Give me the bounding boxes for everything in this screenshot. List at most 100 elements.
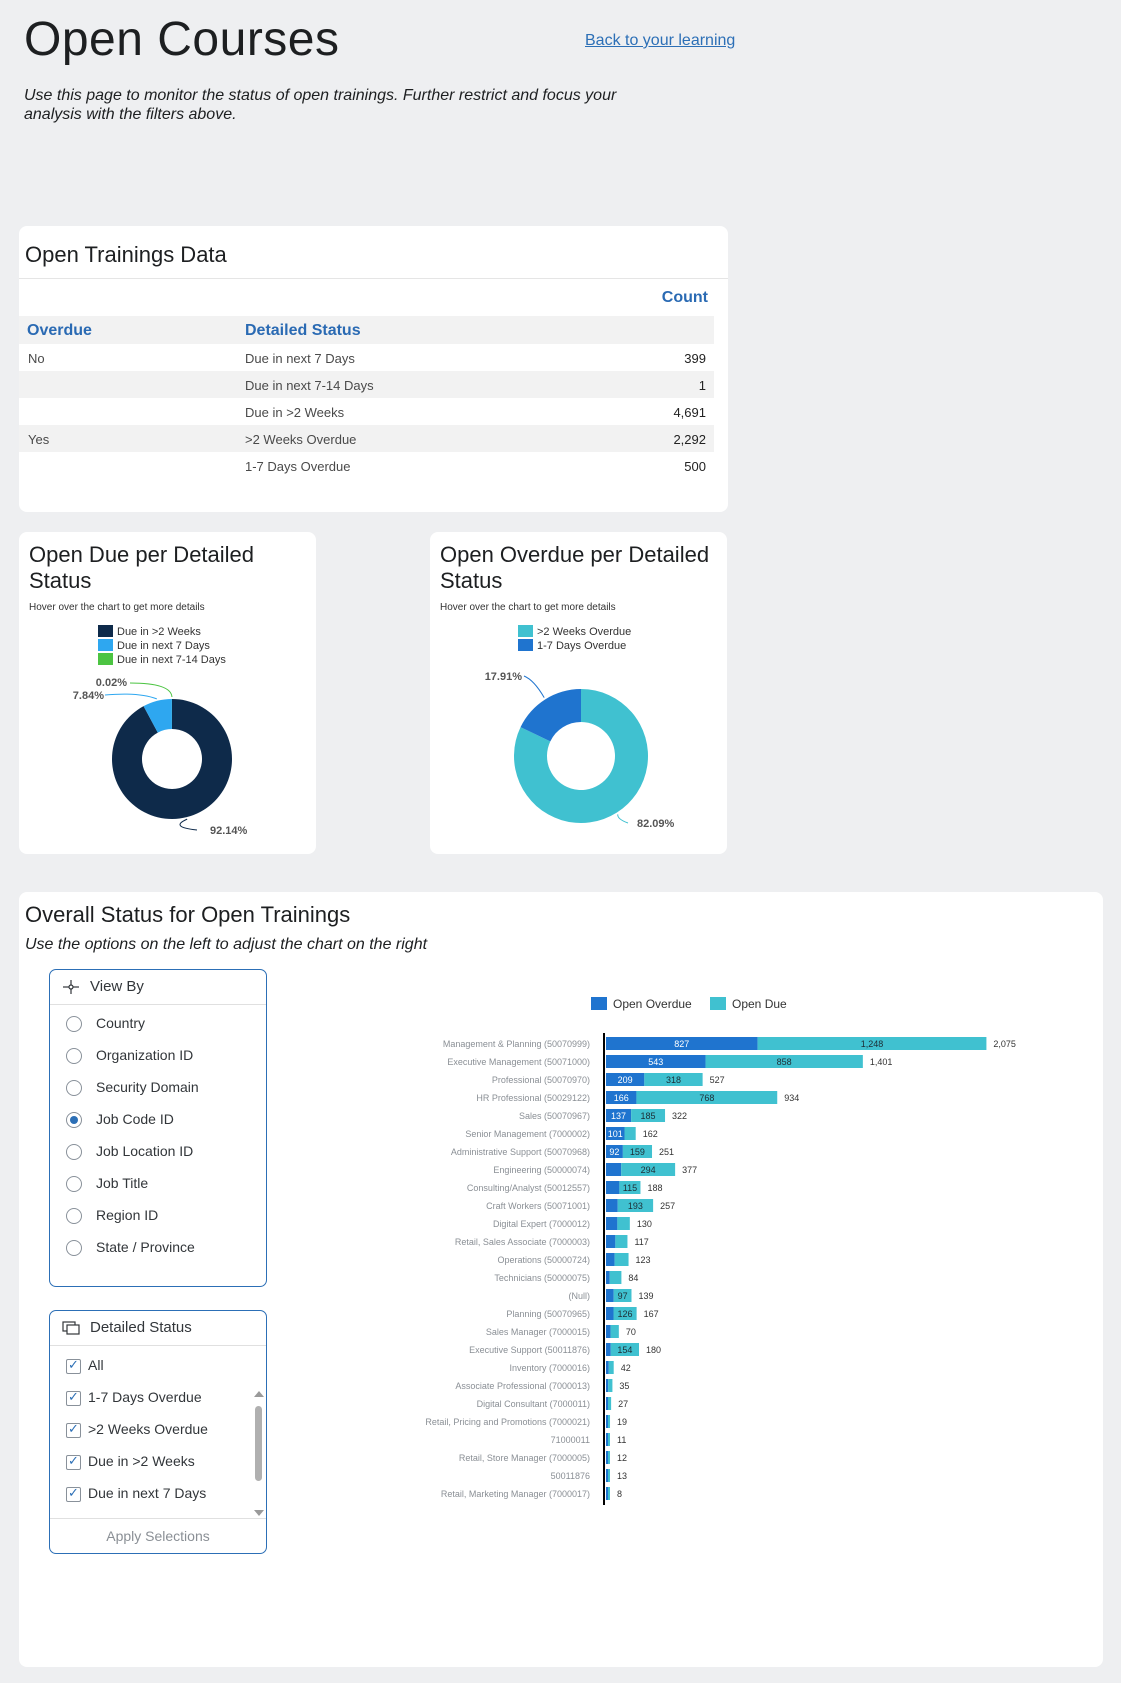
bar-total-label: 257 <box>660 1201 675 1211</box>
legend-item[interactable]: Due in next 7-14 Days <box>98 653 226 666</box>
due-bar[interactable] <box>608 1451 610 1464</box>
bar-total-label: 11 <box>617 1435 626 1445</box>
back-to-learning-link[interactable]: Back to your learning <box>585 32 736 49</box>
overdue-bar[interactable] <box>606 1289 614 1302</box>
overdue-bar[interactable] <box>606 1451 608 1464</box>
due-bar[interactable] <box>608 1433 610 1446</box>
due-bar[interactable] <box>705 1055 863 1068</box>
due-bar[interactable] <box>608 1397 612 1410</box>
legend-item[interactable]: >2 Weeks Overdue <box>518 625 631 638</box>
donut-slice[interactable] <box>514 689 648 823</box>
overdue-bar[interactable] <box>606 1127 625 1140</box>
legend-swatch <box>710 997 726 1010</box>
due-bar[interactable] <box>608 1361 614 1374</box>
overdue-bar[interactable] <box>606 1397 608 1410</box>
donut-slice[interactable] <box>112 699 233 819</box>
checkbox-checked[interactable] <box>66 1389 81 1406</box>
table-row[interactable]: Yes >2 Weeks Overdue 2,292 <box>19 425 714 452</box>
overdue-bar[interactable] <box>606 1037 758 1050</box>
page-intro: Use this page to monitor the status of o… <box>24 87 617 123</box>
overdue-bar[interactable] <box>606 1145 623 1158</box>
checkbox-checked[interactable] <box>66 1485 81 1502</box>
scroll-up-arrow-icon[interactable] <box>254 1391 264 1397</box>
overdue-bar[interactable] <box>606 1469 608 1482</box>
page-title: Open Courses <box>24 13 340 66</box>
checkbox-checked[interactable] <box>66 1453 81 1470</box>
overdue-bar[interactable] <box>606 1091 637 1104</box>
due-bar[interactable] <box>613 1307 637 1320</box>
status-column-header[interactable]: Detailed Status <box>245 322 361 339</box>
overdue-bar[interactable] <box>606 1163 622 1176</box>
due-bar[interactable] <box>631 1109 666 1122</box>
table-row[interactable]: Due in next 7-14 Days 1 <box>19 371 714 398</box>
overdue-bar[interactable] <box>606 1487 608 1500</box>
checkbox-checked[interactable] <box>66 1421 81 1438</box>
open-due-donut[interactable]: 92.14% 7.84%0.02% <box>19 532 316 854</box>
overall-status-bar-chart[interactable]: Open Overdue Open Due Management & Plannin… <box>359 987 1059 1507</box>
overdue-bar[interactable] <box>606 1325 611 1338</box>
due-bar[interactable] <box>613 1289 632 1302</box>
donut-slice[interactable] <box>143 699 172 733</box>
overdue-bar[interactable] <box>606 1235 616 1248</box>
overdue-bar[interactable] <box>606 1343 611 1356</box>
due-bar[interactable] <box>636 1091 778 1104</box>
apply-selections-button[interactable]: Apply Selections <box>50 1518 266 1553</box>
table-row[interactable]: 1-7 Days Overdue 500 <box>19 452 714 479</box>
scroll-down-arrow-icon[interactable] <box>254 1510 264 1516</box>
radio-button[interactable] <box>66 1016 82 1032</box>
due-bar[interactable] <box>757 1037 987 1050</box>
overdue-bar[interactable] <box>606 1379 609 1392</box>
count-column-header[interactable]: Count <box>661 289 708 306</box>
overdue-bar[interactable] <box>606 1433 608 1446</box>
scroll-thumb[interactable] <box>255 1406 262 1481</box>
due-bar[interactable] <box>610 1325 619 1338</box>
radio-button[interactable] <box>66 1080 82 1096</box>
overdue-bar[interactable] <box>606 1361 609 1374</box>
due-bar[interactable] <box>608 1469 610 1482</box>
due-bar[interactable] <box>619 1181 641 1194</box>
legend-item[interactable]: 1-7 Days Overdue <box>518 639 626 652</box>
due-bar[interactable] <box>617 1199 654 1212</box>
donut-slice[interactable] <box>520 689 581 742</box>
overdue-bar[interactable] <box>606 1307 614 1320</box>
radio-button[interactable] <box>66 1240 82 1256</box>
bar-total-label: 934 <box>784 1093 799 1103</box>
legend-item[interactable]: Due in next 7 Days <box>98 639 210 652</box>
overdue-bar[interactable] <box>606 1253 615 1266</box>
radio-button-selected[interactable] <box>66 1112 82 1128</box>
due-bar[interactable] <box>609 1271 622 1284</box>
radio-button[interactable] <box>66 1144 82 1160</box>
open-overdue-donut[interactable]: 82.09% 17.91% <box>430 532 727 854</box>
due-bar[interactable] <box>610 1343 639 1356</box>
due-bar[interactable] <box>608 1379 613 1392</box>
due-bar[interactable] <box>624 1127 636 1140</box>
due-bar[interactable] <box>615 1235 628 1248</box>
legend-item[interactable]: Due in >2 Weeks <box>98 625 201 638</box>
overdue-bar[interactable] <box>606 1055 706 1068</box>
checkbox-checked[interactable] <box>66 1357 81 1374</box>
table-row[interactable]: No Due in next 7 Days 399 <box>19 344 714 371</box>
due-bar[interactable] <box>608 1415 611 1428</box>
radio-button[interactable] <box>66 1048 82 1064</box>
overdue-bar[interactable] <box>606 1073 645 1086</box>
overdue-column-header[interactable]: Overdue <box>27 322 92 339</box>
due-bar[interactable] <box>621 1163 676 1176</box>
bar-value-label: 166 <box>614 1093 629 1103</box>
table-row[interactable]: Due in >2 Weeks 4,691 <box>19 398 714 425</box>
overdue-cell: No <box>28 351 45 366</box>
due-bar[interactable] <box>608 1487 610 1500</box>
radio-button[interactable] <box>66 1208 82 1224</box>
overdue-bar[interactable] <box>606 1181 620 1194</box>
overdue-bar[interactable] <box>606 1109 632 1122</box>
overdue-bar[interactable] <box>606 1199 618 1212</box>
due-bar[interactable] <box>614 1253 629 1266</box>
due-bar[interactable] <box>622 1145 653 1158</box>
overdue-bar[interactable] <box>606 1271 610 1284</box>
radio-button[interactable] <box>66 1176 82 1192</box>
legend-label: >2 Weeks Overdue <box>537 626 632 638</box>
due-bar[interactable] <box>617 1217 630 1230</box>
overdue-bar[interactable] <box>606 1415 608 1428</box>
due-bar[interactable] <box>644 1073 703 1086</box>
overdue-bar[interactable] <box>606 1217 618 1230</box>
scrollbar[interactable] <box>254 1391 264 1516</box>
